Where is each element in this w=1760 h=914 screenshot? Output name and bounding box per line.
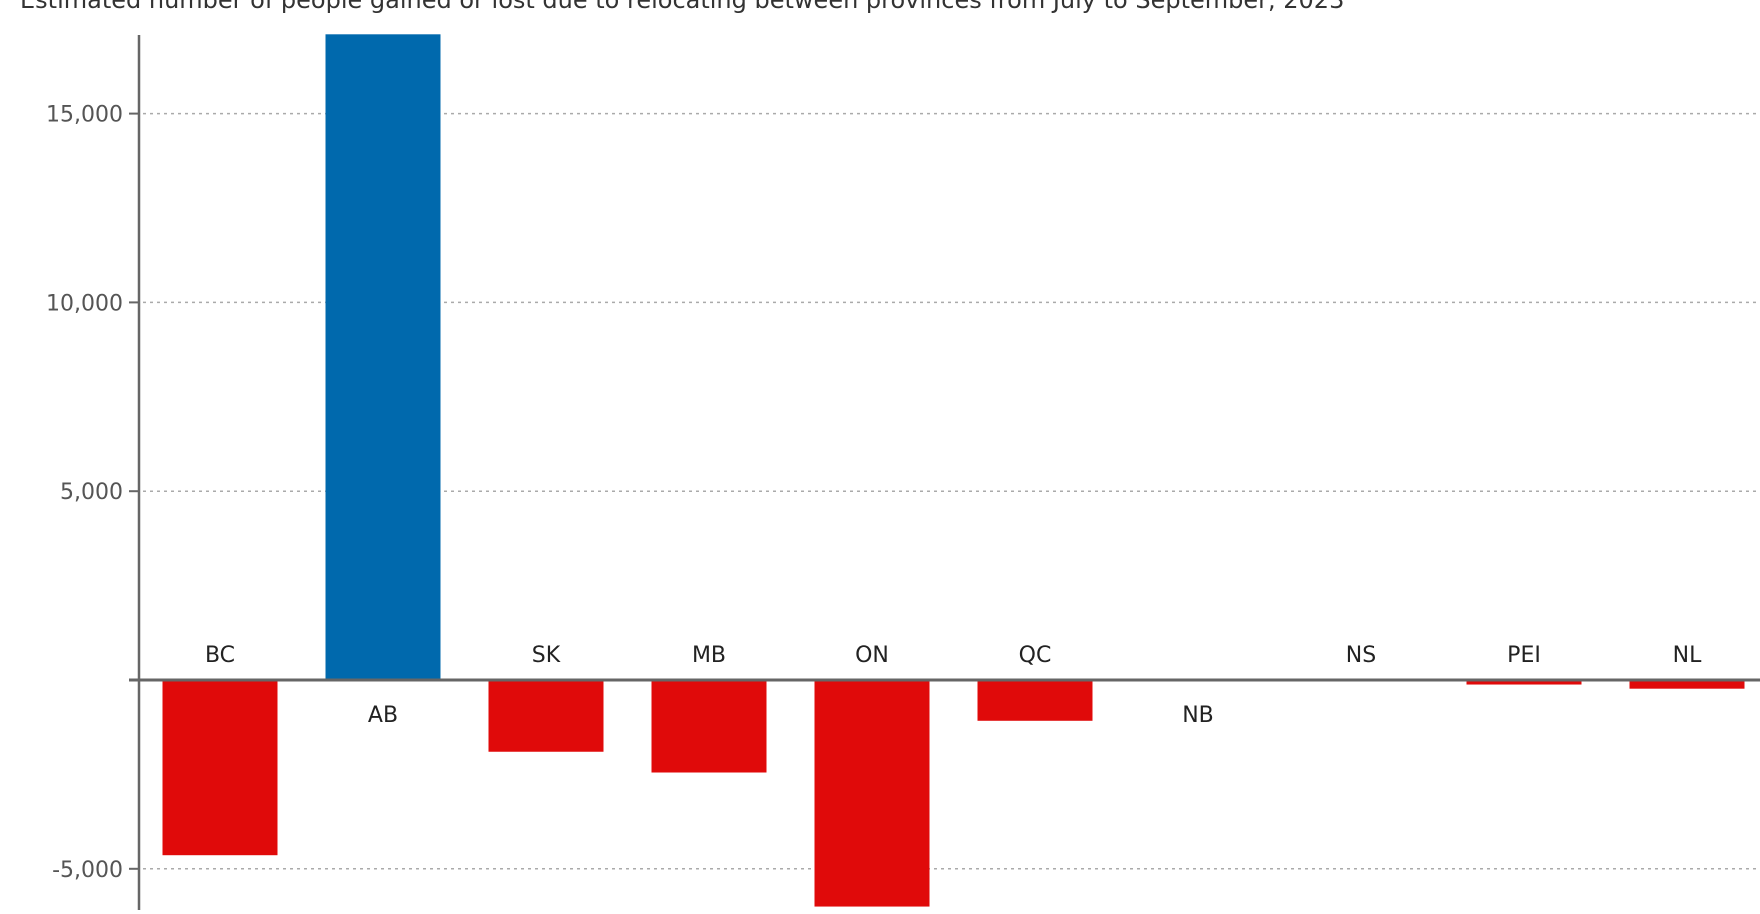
bar-on: [814, 680, 930, 907]
category-label-on: ON: [855, 643, 889, 668]
y-tick-label: -5,000: [52, 858, 123, 883]
bar-nl: [1629, 680, 1745, 689]
category-labels: BC AB SK MB ON QC NB NS PEI NL: [205, 643, 1702, 728]
axes: [129, 35, 1760, 910]
bar-ab: [325, 34, 441, 680]
bar-pei: [1466, 680, 1582, 685]
y-tick-label: 5,000: [60, 480, 123, 505]
bar-bc: [162, 680, 278, 856]
gridlines: [129, 112, 1760, 870]
y-tick-labels: -5,000 5,000 10,000 15,000: [46, 103, 123, 883]
category-label-ab: AB: [368, 703, 398, 728]
category-label-bc: BC: [205, 643, 235, 668]
category-label-qc: QC: [1019, 643, 1052, 668]
category-label-pei: PEI: [1507, 643, 1541, 668]
y-tick-label: 15,000: [46, 103, 123, 128]
bar-sk: [488, 680, 604, 752]
chart-title: Estimated number of people gained or los…: [20, 0, 1345, 14]
bars: [162, 34, 1745, 907]
y-tick-label: 10,000: [46, 291, 123, 316]
category-label-nb: NB: [1182, 703, 1214, 728]
category-label-ns: NS: [1346, 643, 1376, 668]
category-label-sk: SK: [532, 643, 561, 668]
category-label-mb: MB: [692, 643, 726, 668]
category-label-nl: NL: [1673, 643, 1702, 668]
bar-mb: [651, 680, 767, 773]
bar-qc: [977, 680, 1093, 721]
